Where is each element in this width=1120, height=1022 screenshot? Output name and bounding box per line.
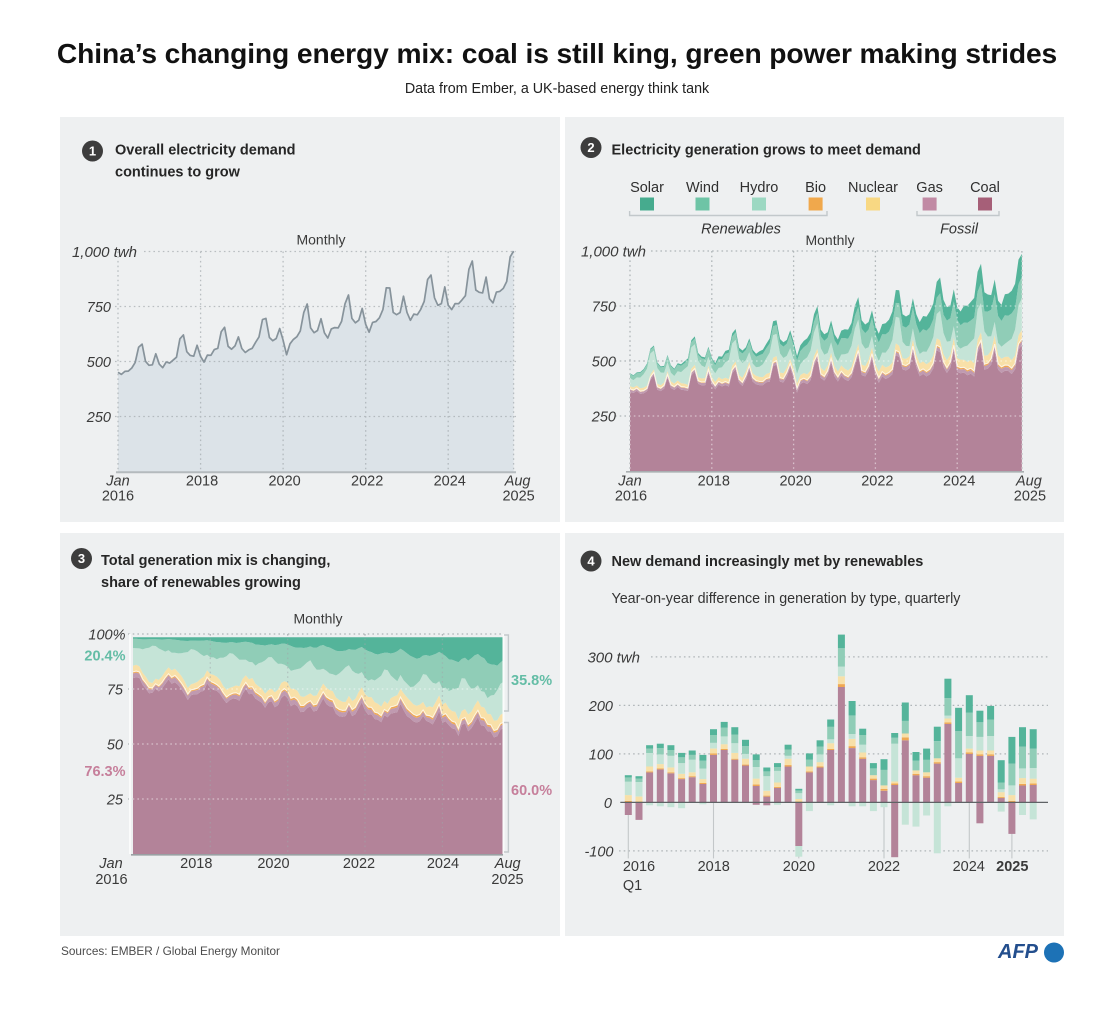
svg-text:Nuclear: Nuclear [848, 180, 898, 196]
svg-text:2016: 2016 [623, 859, 655, 875]
svg-text:2025: 2025 [491, 872, 523, 888]
svg-text:Electricity generation grows t: Electricity generation grows to meet dem… [612, 143, 921, 159]
svg-text:2025: 2025 [502, 489, 534, 505]
svg-text:Wind: Wind [686, 180, 719, 196]
svg-text:2: 2 [587, 140, 594, 155]
svg-text:share of renewables growing: share of renewables growing [101, 575, 301, 591]
svg-text:2024: 2024 [427, 856, 459, 872]
svg-text:60.0%: 60.0% [511, 783, 552, 799]
svg-text:2024: 2024 [953, 859, 985, 875]
svg-text:2016: 2016 [102, 489, 134, 505]
svg-text:Q1: Q1 [623, 878, 642, 894]
svg-text:Aug: Aug [494, 856, 521, 872]
svg-text:2024: 2024 [943, 474, 975, 490]
svg-text:2018: 2018 [186, 474, 218, 490]
svg-text:continues to grow: continues to grow [115, 165, 241, 181]
svg-text:Jan: Jan [617, 474, 641, 490]
svg-text:Aug: Aug [1015, 474, 1042, 490]
svg-text:Coal: Coal [970, 180, 1000, 196]
svg-text:2022: 2022 [868, 859, 900, 875]
svg-text:-100: -100 [584, 844, 613, 860]
svg-text:Renewables: Renewables [701, 222, 781, 238]
svg-text:2025: 2025 [996, 859, 1028, 875]
svg-text:Monthly: Monthly [293, 611, 342, 627]
svg-text:New demand increasingly met by: New demand increasingly met by renewable… [612, 554, 924, 570]
svg-text:750: 750 [87, 300, 111, 316]
svg-text:2022: 2022 [351, 474, 383, 490]
svg-text:50: 50 [107, 738, 123, 754]
svg-text:2020: 2020 [783, 859, 815, 875]
svg-text:2024: 2024 [434, 474, 466, 490]
svg-text:750: 750 [592, 300, 616, 316]
svg-text:Monthly: Monthly [296, 232, 345, 248]
svg-text:2018: 2018 [698, 859, 730, 875]
svg-text:100: 100 [589, 747, 613, 763]
svg-text:500: 500 [87, 355, 111, 371]
svg-text:20.4%: 20.4% [84, 649, 125, 665]
svg-text:25: 25 [106, 793, 124, 809]
svg-text:Hydro: Hydro [740, 180, 779, 196]
svg-text:1,000 twh: 1,000 twh [581, 244, 646, 261]
svg-text:250: 250 [591, 410, 616, 426]
svg-text:2020: 2020 [257, 856, 289, 872]
svg-text:2016: 2016 [95, 872, 127, 888]
svg-text:3: 3 [78, 551, 85, 566]
svg-text:35.8%: 35.8% [511, 673, 552, 689]
svg-text:2022: 2022 [343, 856, 375, 872]
svg-text:Overall electricity demand: Overall electricity demand [115, 143, 296, 159]
svg-text:1: 1 [89, 144, 96, 159]
svg-text:Jan: Jan [105, 474, 129, 490]
svg-text:2016: 2016 [615, 489, 647, 505]
svg-text:Solar: Solar [630, 180, 664, 196]
svg-text:2020: 2020 [779, 474, 811, 490]
svg-text:Jan: Jan [98, 856, 122, 872]
svg-text:2020: 2020 [268, 474, 300, 490]
svg-text:500: 500 [592, 355, 616, 371]
svg-text:Year-on-year difference in gen: Year-on-year difference in generation by… [612, 591, 962, 607]
svg-text:0: 0 [604, 796, 612, 812]
svg-text:250: 250 [86, 410, 111, 426]
svg-text:Monthly: Monthly [805, 232, 854, 248]
svg-text:Fossil: Fossil [940, 222, 979, 238]
svg-text:2022: 2022 [861, 474, 893, 490]
svg-text:75: 75 [107, 683, 124, 699]
svg-text:2018: 2018 [180, 856, 212, 872]
svg-text:300 twh: 300 twh [587, 649, 640, 666]
svg-text:4: 4 [587, 554, 595, 569]
svg-text:200: 200 [588, 699, 613, 715]
svg-text:Total generation mix is changi: Total generation mix is changing, [101, 553, 330, 569]
svg-text:Bio: Bio [805, 180, 826, 196]
svg-text:1,000 twh: 1,000 twh [72, 244, 137, 261]
svg-text:76.3%: 76.3% [84, 764, 125, 780]
svg-text:2025: 2025 [1014, 489, 1046, 505]
svg-text:Aug: Aug [504, 474, 531, 490]
svg-text:100%: 100% [88, 628, 125, 644]
svg-text:Gas: Gas [916, 180, 943, 196]
svg-text:2018: 2018 [698, 474, 730, 490]
